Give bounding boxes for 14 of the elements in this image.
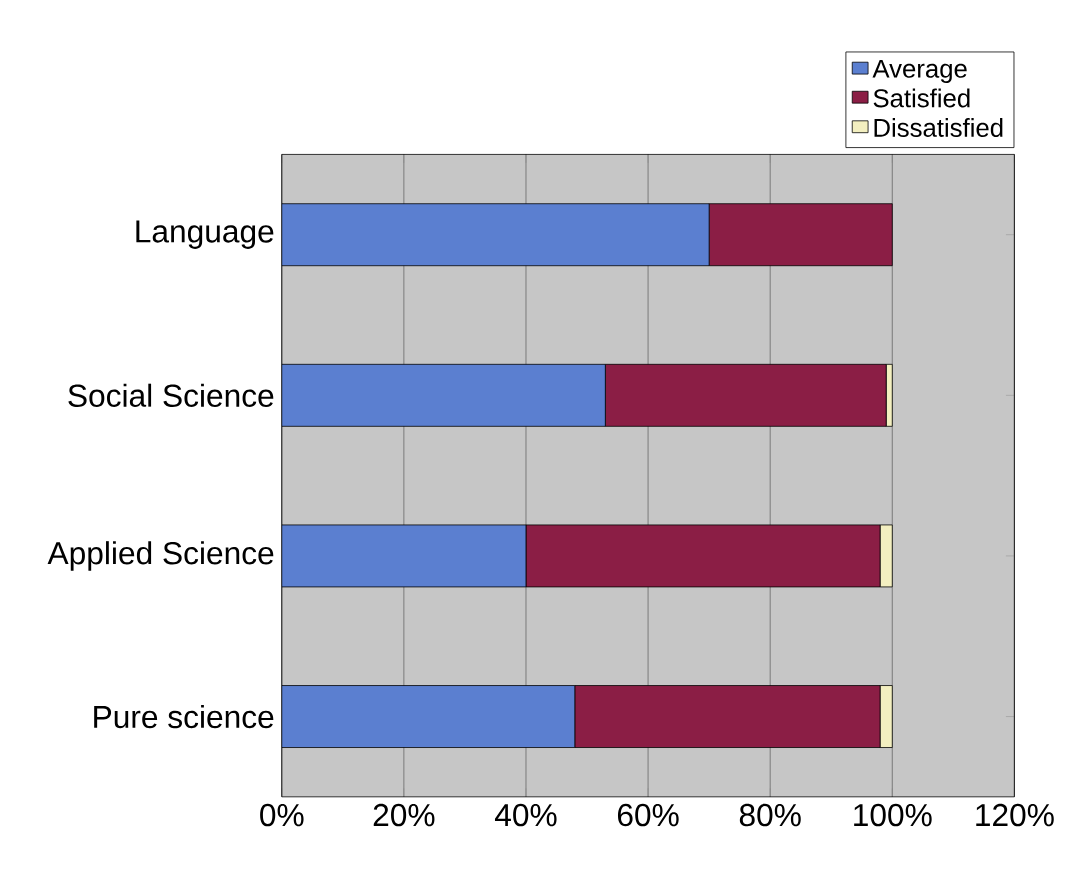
x-tick-label: 0%: [260, 803, 304, 827]
y-tick-label: Pure science: [94, 704, 274, 729]
x-tick-label: 60%: [617, 803, 679, 827]
x-tick-label: 80%: [739, 803, 801, 827]
y-tick-label: Language: [136, 220, 274, 249]
x-tick-label: 20%: [373, 803, 435, 827]
legend-label: Satisfied: [873, 88, 970, 108]
x-tick-label: 100%: [854, 803, 932, 827]
x-tick-label: 40%: [494, 803, 557, 827]
legend-label: Average: [872, 59, 967, 83]
legend-label: Dissatisfied: [874, 118, 1003, 137]
y-tick-label: Applied Science: [47, 541, 274, 571]
y-tick-label: Social Science: [68, 383, 274, 407]
x-tick-label: 120%: [976, 803, 1054, 827]
